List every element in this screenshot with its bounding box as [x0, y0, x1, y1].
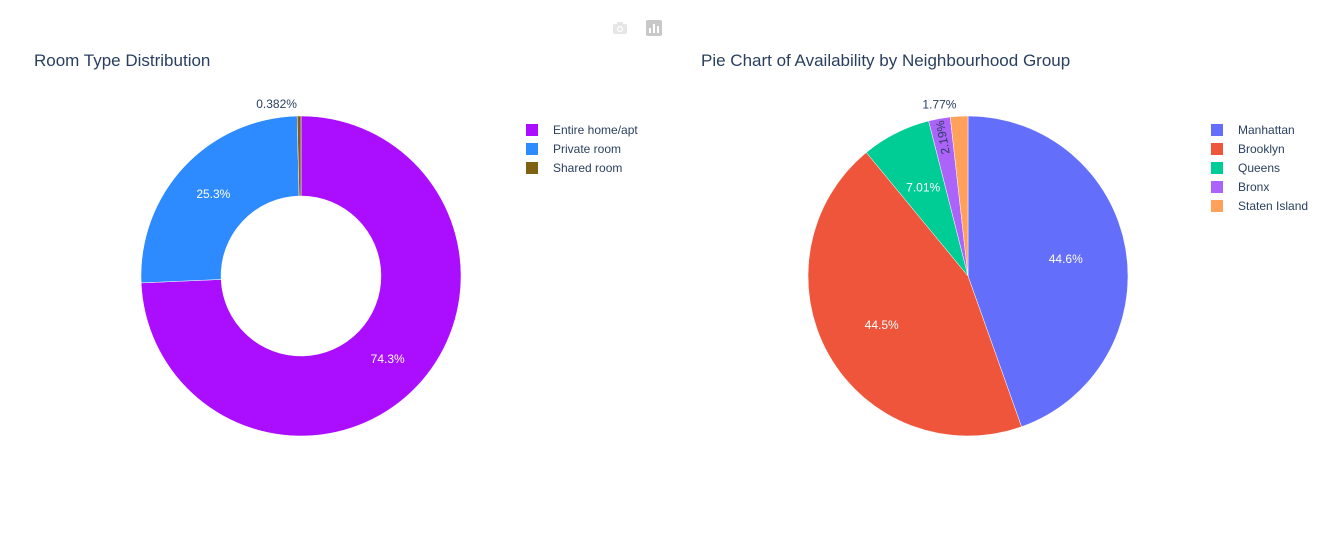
- legend-swatch-brooklyn[interactable]: [1211, 143, 1223, 155]
- legend: Manhattan Brooklyn Queens Bronx Staten Islan…: [1211, 123, 1308, 213]
- legend-swatch-manhattan[interactable]: [1211, 124, 1223, 136]
- slice-label-staten-island: 1.77%: [922, 97, 956, 111]
- slice-shared-room[interactable]: [296, 115, 302, 197]
- legend-swatch-private-room[interactable]: [526, 143, 538, 155]
- legend-label-brooklyn[interactable]: Brooklyn: [1238, 142, 1285, 156]
- slice-label-brooklyn: 44.5%: [865, 318, 899, 332]
- pie-slices: [807, 115, 1129, 437]
- donut-slices: [140, 115, 462, 437]
- legend-label-bronx[interactable]: Bronx: [1238, 180, 1269, 194]
- legend-label-private-room[interactable]: Private room: [553, 142, 621, 156]
- legend-swatch-shared-room[interactable]: [526, 162, 538, 174]
- slice-label-bronx: 2.19%: [933, 119, 953, 155]
- availability-chart: Pie Chart of Availability by Neighbourho…: [701, 51, 1308, 437]
- pie-labels: 44.6% 44.5% 7.01% 2.19% 1.77%: [865, 97, 1083, 332]
- legend-swatch-queens[interactable]: [1211, 162, 1223, 174]
- slice-manhattan[interactable]: [967, 115, 1129, 428]
- modebar: [610, 18, 664, 38]
- slice-label-manhattan: 44.6%: [1049, 252, 1083, 266]
- slice-entire-home-apt[interactable]: [140, 115, 462, 437]
- slice-label-private-room: 25.3%: [196, 187, 230, 201]
- legend: Entire home/apt Private room Shared room: [526, 123, 638, 175]
- legend-label-shared-room[interactable]: Shared room: [553, 161, 622, 175]
- camera-icon[interactable]: [610, 18, 630, 38]
- legend-label-staten-island[interactable]: Staten Island: [1238, 199, 1308, 213]
- legend-swatch-entire-home-apt[interactable]: [526, 124, 538, 136]
- legend-swatch-bronx[interactable]: [1211, 181, 1223, 193]
- slice-private-room[interactable]: [140, 115, 300, 284]
- slice-label-entire-home-apt: 74.3%: [371, 352, 405, 366]
- slice-staten-island[interactable]: [949, 115, 969, 277]
- plotly-logo-icon[interactable]: [644, 18, 664, 38]
- legend-label-entire-home-apt[interactable]: Entire home/apt: [553, 123, 638, 137]
- legend-label-queens[interactable]: Queens: [1238, 161, 1280, 175]
- slice-brooklyn[interactable]: [807, 152, 1022, 437]
- chart-title: Pie Chart of Availability by Neighbourho…: [701, 51, 1070, 70]
- donut-labels: 74.3% 25.3% 0.382%: [196, 97, 405, 366]
- chart-title: Room Type Distribution: [34, 51, 210, 70]
- room-type-chart: Room Type Distribution 74.3%25.3%0.382% …: [34, 51, 638, 437]
- legend-swatch-staten-island[interactable]: [1211, 200, 1223, 212]
- legend-label-manhattan[interactable]: Manhattan: [1238, 123, 1295, 137]
- slice-label-queens: 7.01%: [906, 180, 940, 194]
- slice-label-shared-room: 0.382%: [256, 97, 297, 111]
